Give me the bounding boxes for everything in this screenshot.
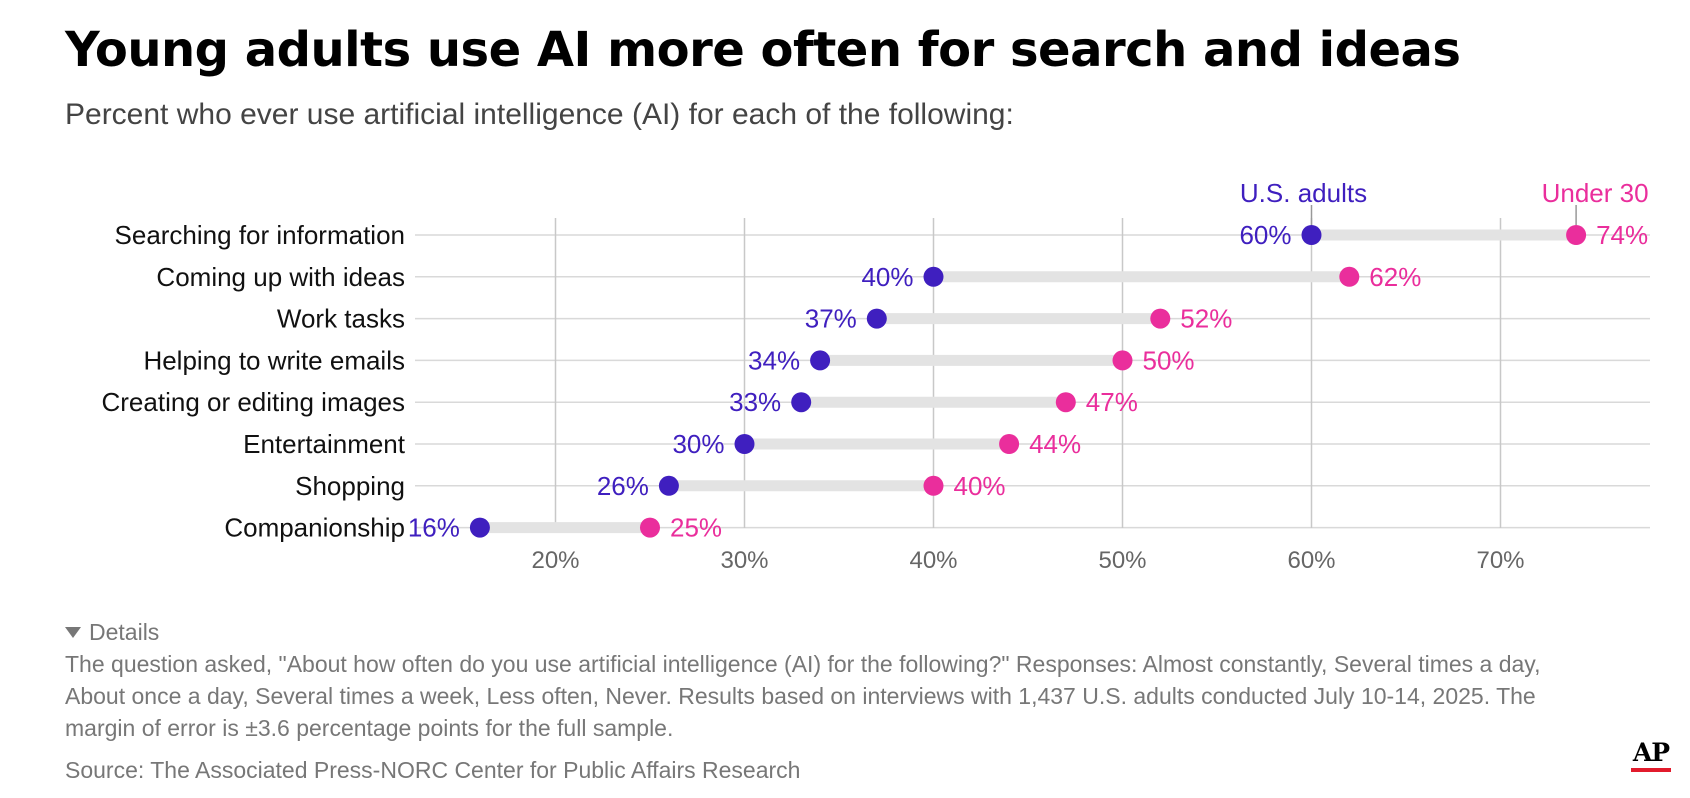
category-label: Helping to write emails [143, 345, 405, 375]
under-30-value-label: 52% [1180, 304, 1232, 334]
under-30-value-label: 47% [1086, 387, 1138, 417]
under-30-value-label: 25% [670, 513, 722, 543]
us-adults-value-label: 40% [861, 262, 913, 292]
chart-title: Young adults use AI more often for searc… [65, 22, 1461, 78]
ap-logo-text: AP [1632, 738, 1670, 767]
under-30-dot [640, 517, 660, 538]
us-adults-value-label: 16% [408, 513, 460, 543]
source-line: Source: The Associated Press-NORC Center… [65, 757, 801, 783]
under-30-dot [999, 434, 1020, 454]
category-label: Work tasks [277, 304, 405, 334]
category-label: Entertainment [243, 429, 406, 459]
us-adults-value-label: 30% [672, 429, 724, 459]
us-adults-dot [923, 266, 944, 287]
dot-plot-chart: 20% 30% 40% 50% 60% 70% Searching for informat… [102, 178, 1650, 574]
under-30-value-label: 40% [954, 471, 1006, 501]
under-30-dot [1112, 350, 1133, 371]
details-toggle[interactable]: Details [65, 619, 159, 646]
under-30-series-label: Under 30 [1542, 178, 1649, 208]
category-label: Creating or editing images [102, 387, 406, 417]
category-label: Searching for information [115, 220, 405, 250]
details-toggle-label: Details [89, 619, 160, 645]
under-30-value-label: 62% [1369, 262, 1421, 292]
under-30-value-label: 44% [1029, 429, 1081, 459]
us-adults-dot [866, 308, 887, 329]
x-tick-label: 70% [1476, 547, 1524, 574]
category-label: Shopping [295, 471, 405, 501]
us-adults-dot [810, 350, 831, 371]
us-adults-series-label: U.S. adults [1240, 178, 1367, 208]
ap-logo: AP [1631, 740, 1671, 772]
us-adults-dot [734, 434, 755, 454]
us-adults-dot [469, 517, 490, 538]
x-tick-label: 60% [1287, 547, 1335, 574]
x-tick-label: 50% [1098, 547, 1146, 574]
under-30-dot [1566, 225, 1587, 245]
us-adults-value-label: 26% [597, 471, 649, 501]
chart-subtitle: Percent who ever use artificial intellig… [65, 98, 1014, 131]
under-30-dot [1055, 392, 1076, 413]
x-tick-label: 30% [720, 547, 768, 574]
x-tick-label: 20% [531, 547, 579, 574]
us-adults-dot [658, 475, 679, 496]
under-30-dot [1339, 266, 1360, 287]
under-30-dot [923, 475, 944, 496]
us-adults-value-label: 33% [729, 387, 781, 417]
x-tick-label: 40% [909, 547, 957, 574]
methodology-note: The question asked, "About how often do … [65, 651, 1541, 741]
under-30-value-label: 50% [1143, 345, 1195, 375]
category-label: Companionship [224, 513, 405, 543]
triangle-down-icon [65, 627, 81, 638]
us-adults-value-label: 37% [805, 304, 857, 334]
us-adults-dot [791, 392, 812, 413]
category-label: Coming up with ideas [156, 262, 405, 292]
us-adults-value-label: 60% [1239, 220, 1291, 250]
us-adults-dot [1301, 225, 1322, 245]
under-30-dot [1150, 308, 1171, 329]
ap-logo-accent-bar [1631, 768, 1671, 772]
under-30-value-label: 74% [1596, 220, 1648, 250]
us-adults-value-label: 34% [748, 345, 800, 375]
